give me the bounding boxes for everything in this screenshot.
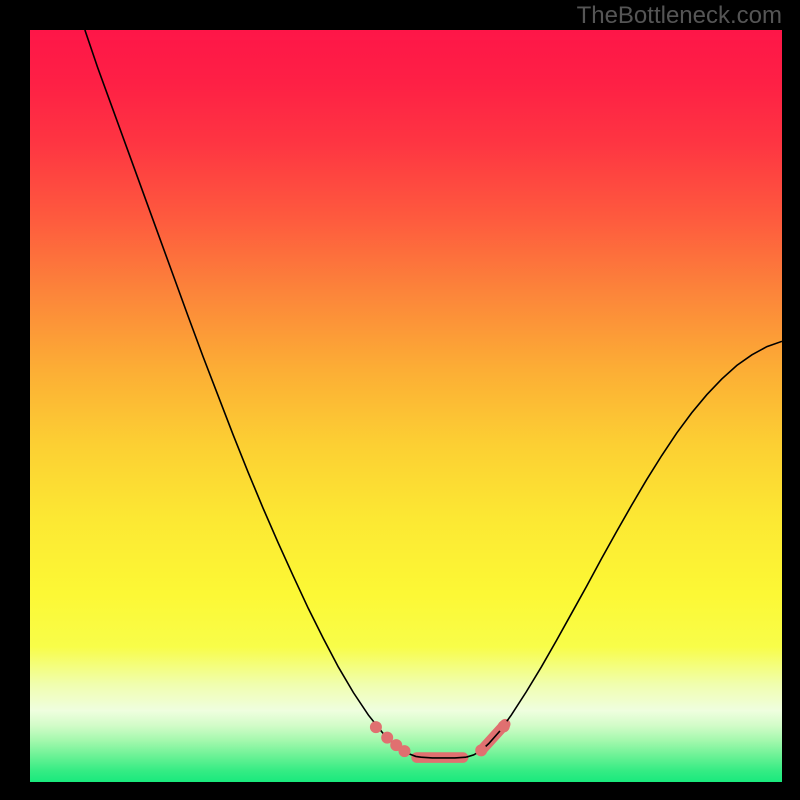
plot-area [30, 30, 782, 782]
data-marker [476, 745, 487, 756]
gradient-background [30, 30, 782, 782]
chart-svg [30, 30, 782, 782]
data-marker [498, 721, 509, 732]
data-marker [370, 722, 381, 733]
data-marker [399, 746, 410, 757]
watermark-text: TheBottleneck.com [577, 2, 782, 30]
flat-segment [421, 757, 466, 758]
data-marker [382, 732, 393, 743]
